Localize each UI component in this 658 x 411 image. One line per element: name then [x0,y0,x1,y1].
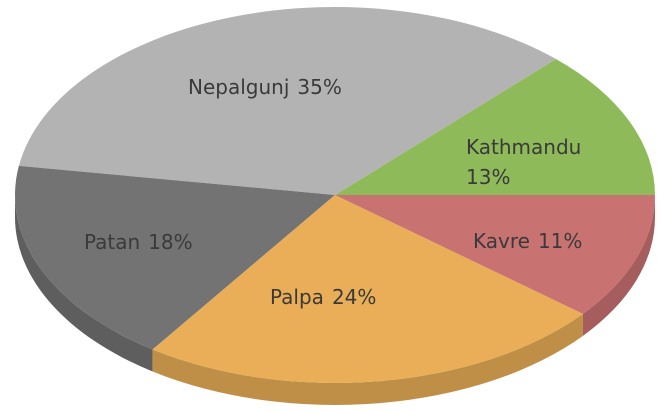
slice-name: Kavre [473,229,530,253]
slice-name: Patan [84,230,140,254]
slice-side [152,313,583,405]
slice-name: Kathmandu [466,135,581,159]
slice-side [582,195,655,336]
pie-slice [335,195,655,314]
slice-label: Patan 18% [84,230,193,254]
pie-slice [14,165,335,350]
slice-value: 18% [148,230,192,254]
pie-sides [15,195,655,405]
pie-slice [152,195,583,383]
pie-slice [335,58,655,195]
pie-slice [18,6,556,195]
slice-side [15,195,153,372]
slice-value: 11% [538,229,582,253]
slice-label: Kavre 11% [473,229,582,253]
slice-value: 24% [332,285,376,309]
slice-value: 13% [466,165,510,189]
slice-label: Palpa 24% [270,285,376,309]
pie-tops [14,6,655,383]
slice-value: 35% [297,75,341,99]
slice-name: Palpa [270,285,324,309]
slice-name: Nepalgunj [188,75,289,99]
slice-label: Nepalgunj 35% [188,75,342,99]
slice-label: Kathmandu 13% [466,135,581,189]
